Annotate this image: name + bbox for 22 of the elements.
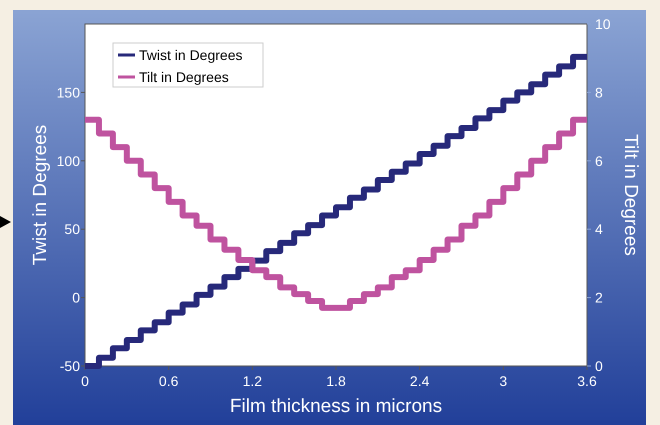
y-axis-title: Twist in Degrees — [30, 124, 51, 266]
y2-tick-label: 0 — [595, 358, 603, 374]
legend-label: Tilt in Degrees — [139, 69, 229, 85]
y-tick-label: 0 — [72, 290, 80, 306]
x-tick-label: 1.8 — [326, 373, 346, 389]
y2-tick-label: 2 — [595, 290, 603, 306]
y-tick-label: 100 — [56, 152, 80, 169]
y2-tick-label: 8 — [595, 84, 603, 100]
y2-tick-label: 10 — [595, 16, 611, 32]
x-tick-label: 1.2 — [242, 373, 262, 389]
y2-tick-label: 4 — [595, 221, 603, 238]
legend-label: Twist in Degrees — [139, 47, 242, 63]
x-tick-label: 3 — [499, 373, 508, 389]
x-tick-label: 0.6 — [158, 373, 179, 389]
y2-tick-label: 6 — [595, 152, 603, 169]
y2-axis-title: Tilt in Degrees — [620, 134, 641, 256]
y-tick-label: -50 — [60, 358, 80, 374]
x-axis-title: Film thickness in microns — [230, 396, 442, 417]
x-tick-label: 3.6 — [577, 373, 597, 389]
y-tick-label: 150 — [56, 84, 80, 100]
y-tick-label: 50 — [64, 221, 80, 238]
x-tick-label: 2.4 — [410, 373, 430, 389]
